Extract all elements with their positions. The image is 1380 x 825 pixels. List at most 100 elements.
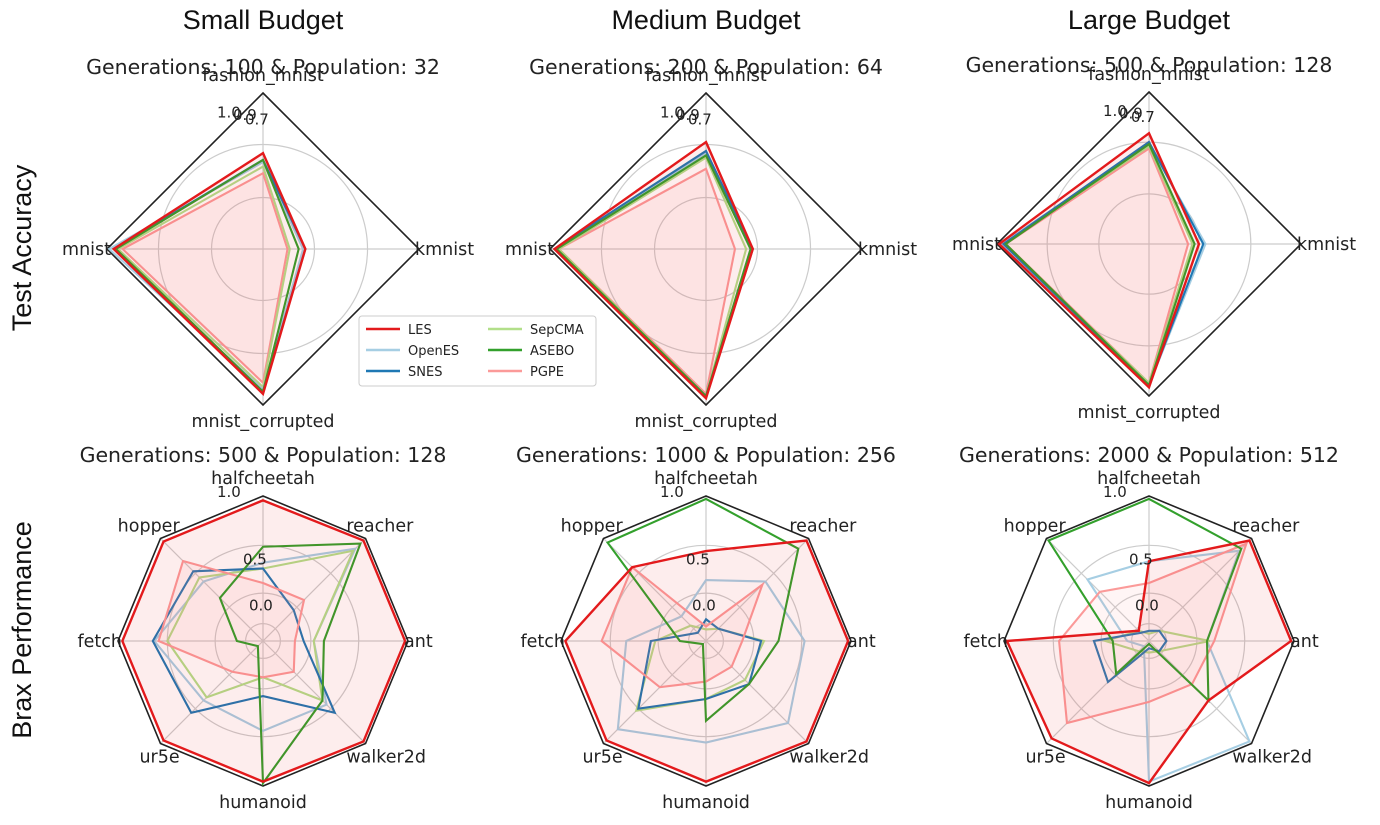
series-les — [997, 131, 1201, 390]
column-title-large: Large Budget — [1068, 5, 1231, 35]
axis-label-mnist-corrupted: mnist_corrupted — [191, 412, 334, 432]
legend-label-les: LES — [408, 323, 432, 338]
radar-frame — [995, 90, 1303, 398]
series-les — [111, 151, 307, 397]
axis-label-fashion-mnist: fashion_mnist — [1088, 65, 1210, 85]
axis-label-walker2d: walker2d — [789, 747, 869, 767]
axis-label-hopper: hopper — [118, 517, 181, 537]
ring-tick-label: 0.0 — [692, 596, 716, 614]
ring-tick-label: 0.7 — [245, 110, 269, 128]
series-les — [552, 140, 755, 401]
ring-tick-label: 0.5 — [686, 550, 710, 568]
grid-spoke — [1046, 538, 1150, 642]
row-title-brax-performance: Brax Performance — [7, 521, 37, 739]
legend: LES OpenES SNES SepCMA ASEBO PGPE — [358, 315, 597, 387]
series-pgpe — [600, 565, 765, 689]
axis-label-halfcheetah: halfcheetah — [1097, 469, 1201, 489]
ring-tick-label: 1.0 — [217, 483, 241, 501]
series-openes — [616, 579, 806, 744]
axis-label-humanoid: humanoid — [219, 793, 307, 813]
series-snes — [1092, 629, 1168, 684]
grid-spoke — [1148, 538, 1252, 642]
axis-label-humanoid: humanoid — [662, 793, 750, 813]
panel-title: Generations: 1000 & Population: 256 — [516, 443, 896, 467]
grid-spoke — [705, 640, 809, 744]
radar-frame — [117, 495, 409, 787]
panel-title: Generations: 500 & Population: 128 — [80, 443, 447, 467]
ring-tick-label: 1.0 — [660, 104, 684, 122]
axis-label-humanoid: humanoid — [1105, 793, 1193, 813]
legend-frame — [358, 315, 597, 387]
series-les — [1005, 539, 1293, 785]
series-pgpe — [157, 559, 306, 679]
panel-title: Generations: 200 & Population: 64 — [529, 55, 883, 79]
axis-label-halfcheetah: halfcheetah — [211, 469, 315, 489]
series-les — [121, 499, 407, 783]
axis-label-fetch: fetch — [520, 632, 565, 652]
series-snes — [151, 567, 337, 715]
ring-tick-label: 0.7 — [1131, 108, 1155, 126]
grid-spoke — [262, 538, 366, 642]
series-pgpe — [1058, 541, 1249, 725]
row-title-test-accuracy: Test Accuracy — [7, 164, 37, 331]
axis-label-ur5e: ur5e — [139, 747, 179, 767]
ring-tick-label: 0.9 — [676, 106, 700, 124]
axis-label-kmnist: kmnist — [415, 240, 474, 260]
panel-title: Generations: 100 & Population: 32 — [86, 55, 440, 79]
panel-title: Generations: 2000 & Population: 512 — [959, 443, 1339, 467]
axis-label-fashion-mnist: fashion_mnist — [202, 66, 324, 86]
grid-spoke — [603, 538, 707, 642]
ring-tick-label: 0.5 — [1129, 550, 1153, 568]
axis-label-reacher: reacher — [346, 517, 414, 537]
axis-label-mnist: mnist — [952, 235, 1001, 255]
ring-tick-label: 0.0 — [1135, 596, 1159, 614]
axis-label-kmnist: kmnist — [1297, 235, 1356, 255]
axis-label-walker2d: walker2d — [1232, 747, 1312, 767]
axis-label-walker2d: walker2d — [346, 747, 426, 767]
ring-tick-label: 0.0 — [249, 596, 273, 614]
series-les — [563, 539, 850, 783]
axis-label-ant: ant — [1290, 632, 1319, 652]
ring-tick-label: 1.0 — [1103, 483, 1127, 501]
ring-tick-label: 0.9 — [1119, 104, 1143, 122]
axis-label-hopper: hopper — [561, 517, 624, 537]
ring-tick-label: 1.0 — [660, 483, 684, 501]
ring-tick-label: 1.0 — [217, 104, 241, 122]
axis-label-hopper: hopper — [1004, 517, 1067, 537]
grid-spoke — [262, 640, 366, 744]
axis-label-reacher: reacher — [789, 517, 857, 537]
radar-frame — [560, 495, 852, 787]
series-asebo — [605, 497, 800, 723]
column-title-small: Small Budget — [183, 5, 344, 35]
column-title-medium: Medium Budget — [611, 5, 801, 35]
ring-tick-label: 0.5 — [243, 550, 267, 568]
legend-label-snes: SNES — [408, 365, 442, 380]
grid-spoke — [160, 640, 264, 744]
axis-label-fashion-mnist: fashion_mnist — [645, 66, 767, 86]
axis-label-kmnist: kmnist — [858, 240, 917, 260]
legend-label-pgpe: PGPE — [530, 365, 564, 380]
radar-frame — [105, 91, 421, 407]
axis-label-ur5e: ur5e — [582, 747, 622, 767]
ring-tick-label: 0.9 — [233, 106, 257, 124]
series-asebo — [218, 542, 362, 787]
series-asebo — [1046, 497, 1243, 703]
grid-spoke — [603, 640, 707, 744]
grid-spoke — [160, 538, 264, 642]
axis-label-fetch: fetch — [77, 632, 122, 652]
axis-label-mnist-corrupted: mnist_corrupted — [1077, 403, 1220, 423]
legend-label-openes: OpenES — [408, 344, 459, 359]
axis-label-ant: ant — [404, 632, 433, 652]
radar-frame — [548, 91, 864, 407]
axis-label-mnist: mnist — [62, 240, 111, 260]
panel-title: Generations: 500 & Population: 128 — [966, 53, 1333, 77]
radar-frame — [1003, 495, 1295, 787]
ring-tick-label: 1.0 — [1103, 102, 1127, 120]
legend-label-asebo: ASEBO — [530, 344, 574, 359]
